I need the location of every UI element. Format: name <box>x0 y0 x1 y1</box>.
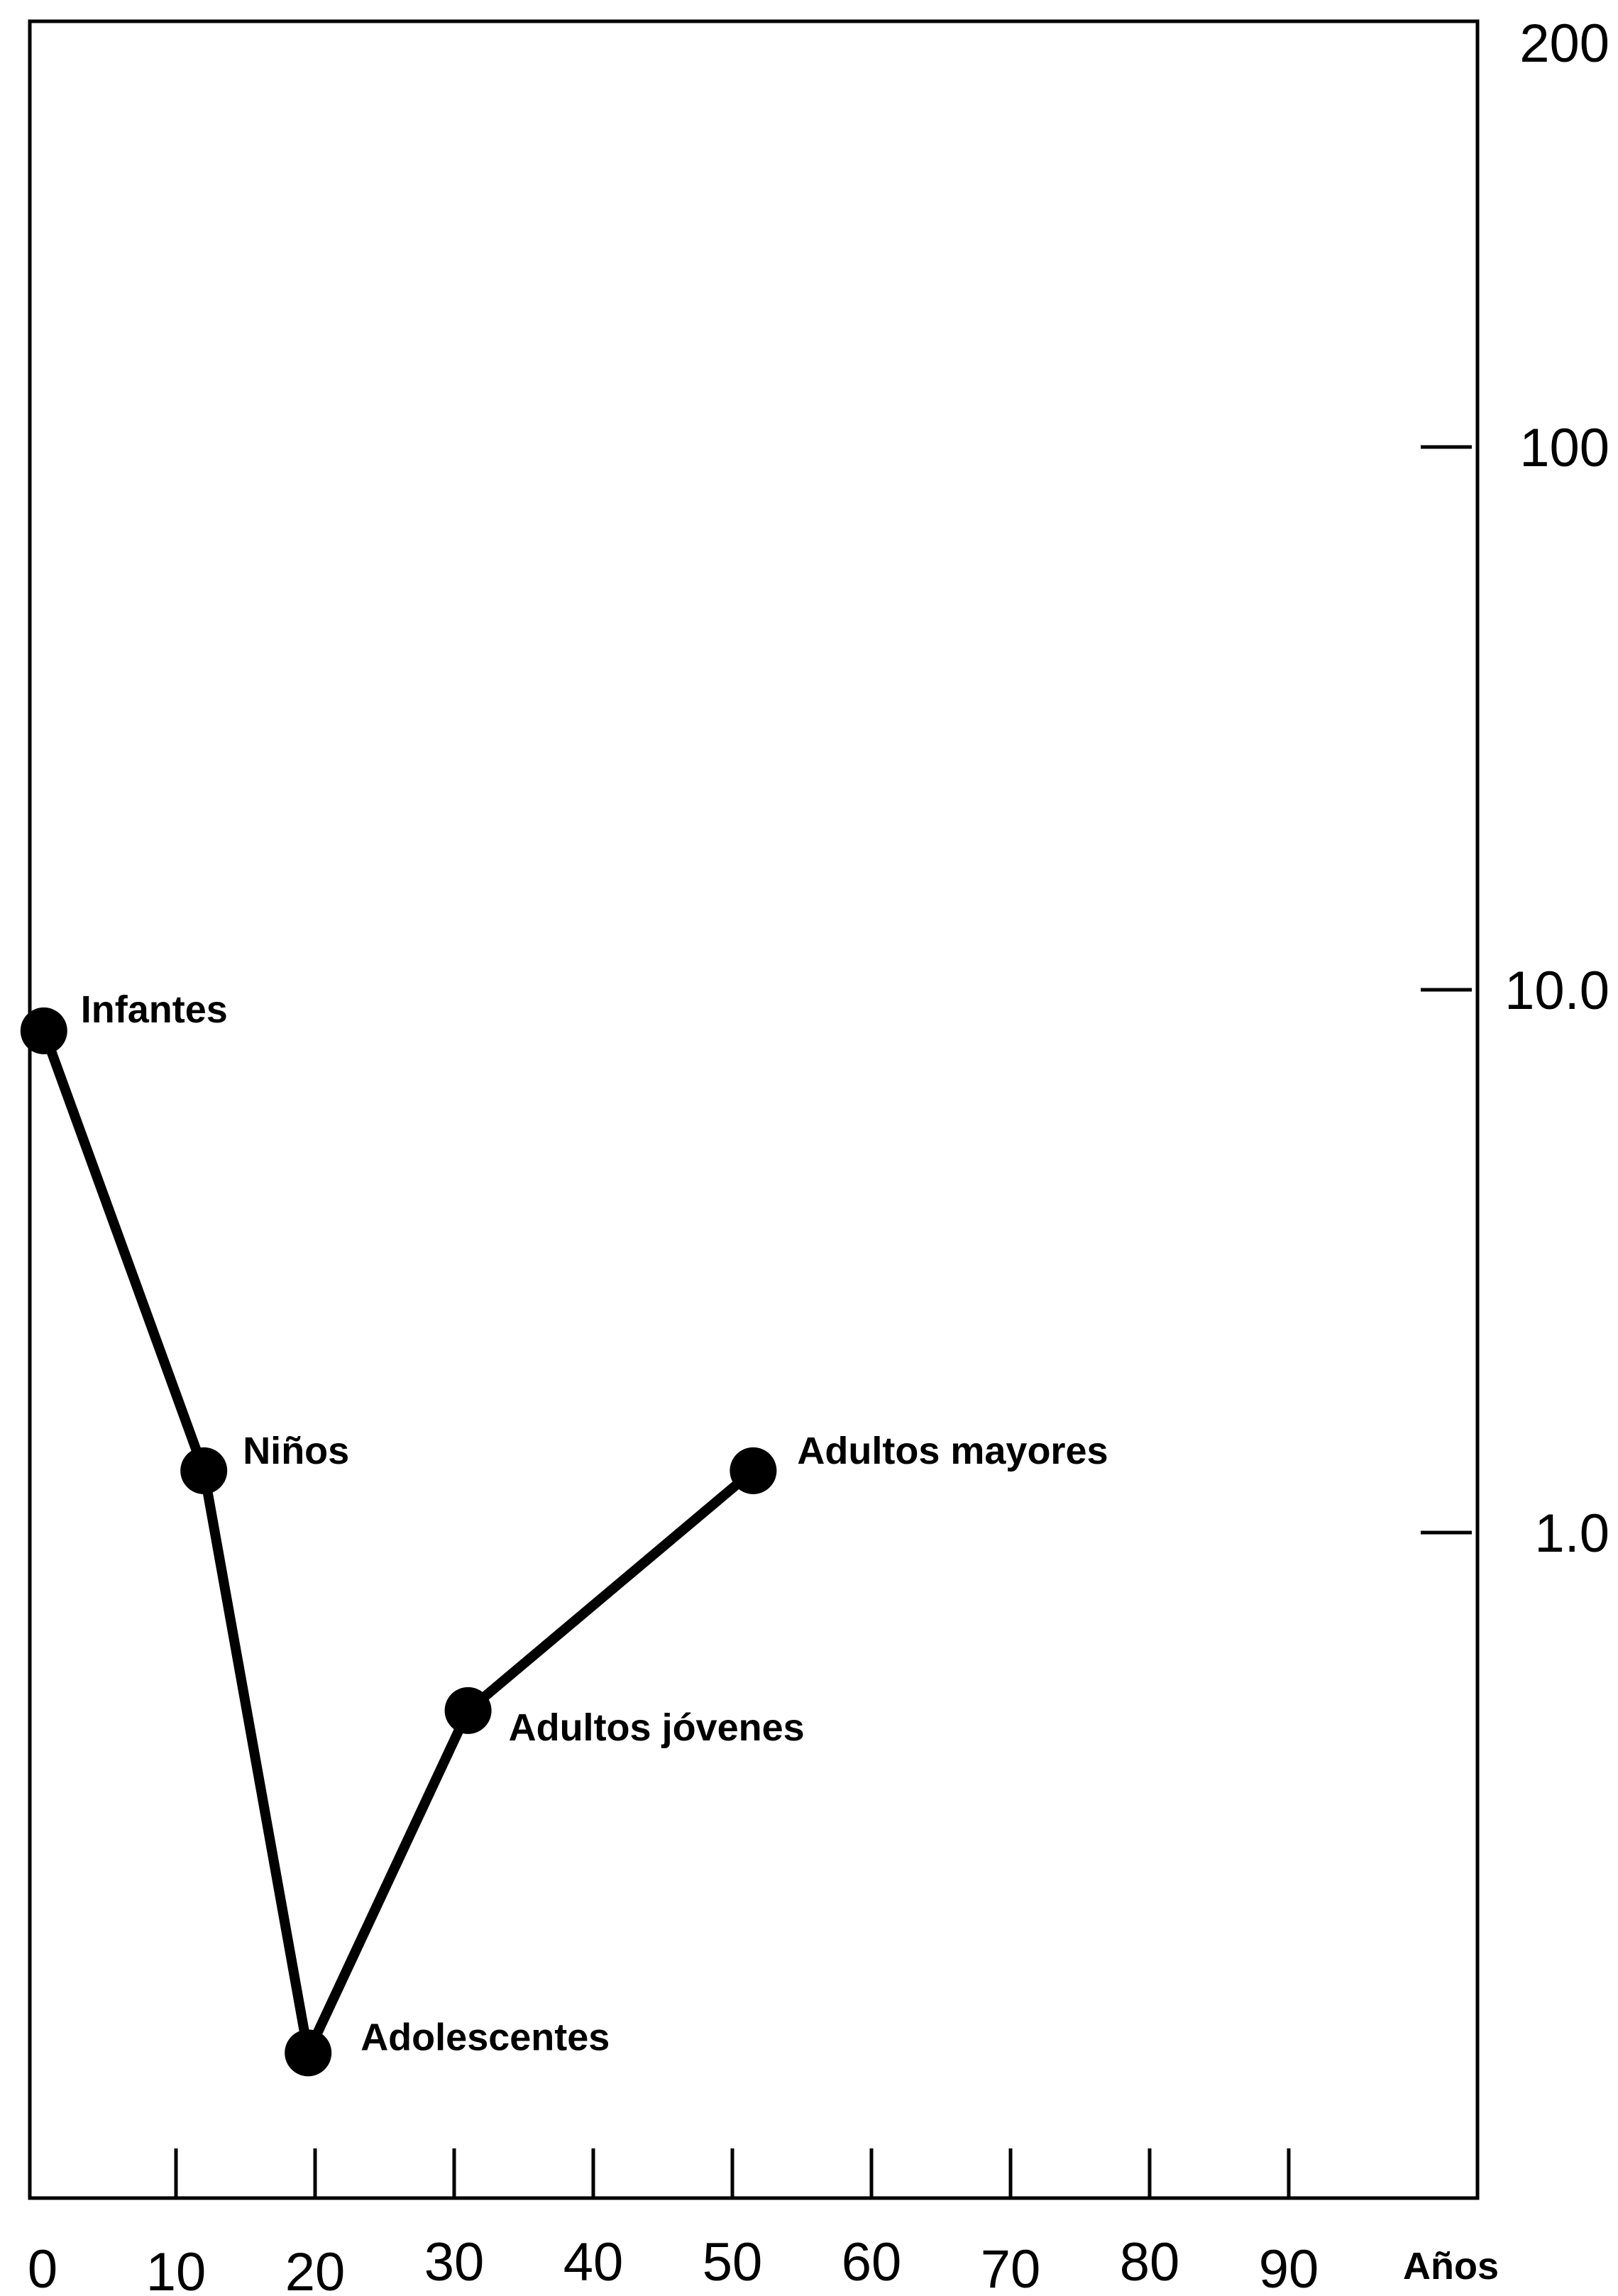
y-tick-label: 1.0 <box>1534 1503 1609 1564</box>
y-axis-ticks: 1.0 10.0 100 200 <box>1421 13 1609 1564</box>
data-point-label: Niños <box>243 1430 349 1472</box>
data-point <box>285 2029 332 2077</box>
series-layer <box>20 1007 777 2077</box>
x-tick-label: 60 <box>842 2232 902 2292</box>
x-axis-ticks: 0 10 20 30 40 50 60 70 80 90 <box>28 2148 1319 2296</box>
data-point <box>20 1007 67 1054</box>
x-tick-label: 20 <box>285 2242 346 2296</box>
series-line <box>39 1029 756 2058</box>
data-point-label: Adultos jóvenes <box>509 1706 805 1749</box>
x-tick-label: 10 <box>146 2242 207 2296</box>
plot-frame <box>28 19 1480 2200</box>
y-tick-label: 100 <box>1519 418 1609 478</box>
x-tick-label: 30 <box>424 2232 485 2292</box>
x-tick-label: 50 <box>703 2232 763 2292</box>
x-tick-label: 90 <box>1259 2239 1319 2296</box>
x-tick-label: 80 <box>1120 2232 1180 2292</box>
data-point <box>444 1687 492 1734</box>
x-tick-label: 40 <box>563 2232 624 2292</box>
data-point <box>730 1447 777 1494</box>
x-tick-label: 0 <box>28 2239 57 2296</box>
y-tick-label: 200 <box>1519 13 1609 74</box>
data-point <box>180 1447 228 1494</box>
data-point-label: Adultos mayores <box>797 1430 1108 1472</box>
x-axis-label: Años <box>1403 2245 1499 2287</box>
x-tick-label: 70 <box>981 2239 1041 2296</box>
data-point-label: Infantes <box>81 988 228 1031</box>
data-point-label: Adolescentes <box>361 2016 610 2058</box>
point-labels: Infantes Niños Adolescentes Adultos jóvenes… <box>81 988 1108 2058</box>
y-tick-label: 10.0 <box>1504 961 1609 1021</box>
